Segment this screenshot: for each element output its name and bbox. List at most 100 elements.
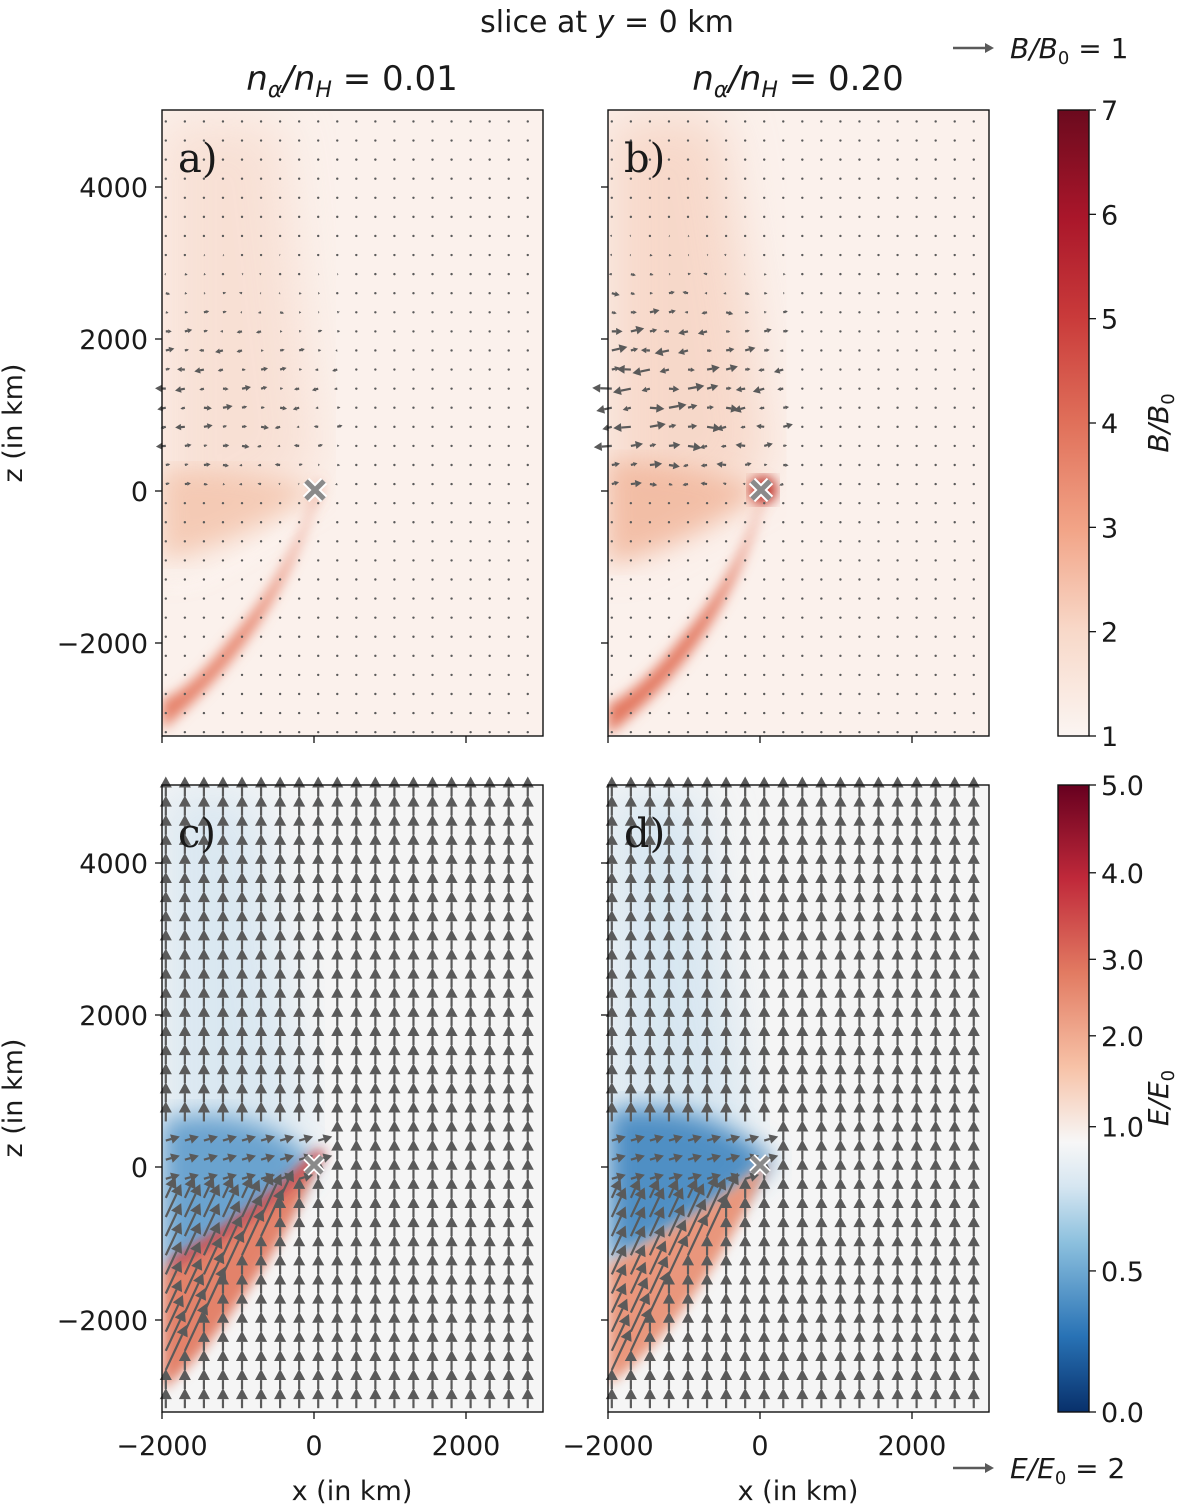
b-field-arrow bbox=[164, 616, 168, 619]
e-field-arrow bbox=[274, 1254, 287, 1275]
b-field-arrow bbox=[355, 196, 358, 199]
e-field-arrow bbox=[649, 1172, 664, 1182]
e-field-arrow bbox=[967, 910, 980, 931]
b-field-arrow bbox=[488, 540, 491, 543]
b-field-arrow bbox=[820, 158, 823, 161]
b-field-arrow bbox=[763, 673, 766, 677]
b-field-arrow bbox=[610, 139, 614, 142]
b-field-arrow bbox=[236, 330, 243, 334]
e-field-arrow bbox=[891, 1139, 904, 1160]
b-field-arrow bbox=[431, 692, 434, 696]
e-field-arrow bbox=[388, 814, 401, 835]
e-field-arrow bbox=[739, 1349, 752, 1370]
e-field-arrow bbox=[649, 1134, 664, 1144]
b-field-arrow bbox=[203, 292, 206, 295]
b-field-arrow bbox=[355, 616, 358, 619]
b-field-arrow bbox=[164, 540, 168, 543]
b-field-arrow bbox=[783, 273, 786, 276]
b-field-arrow bbox=[654, 347, 670, 357]
b-field-arrow bbox=[972, 540, 975, 543]
e-field-arrow bbox=[312, 1235, 325, 1256]
b-field-arrow bbox=[743, 253, 746, 257]
panel-a-ytick-label: 2000 bbox=[79, 325, 148, 356]
e-field-arrow bbox=[891, 833, 904, 854]
e-field-arrow bbox=[948, 1005, 961, 1026]
b-field-arrow bbox=[374, 730, 377, 734]
b-field-arrow bbox=[431, 501, 434, 505]
b-field-arrow bbox=[259, 730, 263, 734]
e-field-arrow bbox=[758, 948, 771, 969]
e-field-arrow bbox=[929, 795, 942, 816]
b-field-arrow bbox=[412, 349, 415, 352]
panel-c-ytick-label: 0 bbox=[131, 1153, 148, 1184]
e-field-arrow bbox=[967, 872, 980, 893]
e-field-arrow bbox=[815, 1349, 828, 1370]
e-field-arrow bbox=[739, 1044, 752, 1065]
e-field-arrow bbox=[605, 910, 618, 931]
e-field-arrow bbox=[739, 1330, 752, 1351]
b-field-arrow bbox=[374, 387, 377, 390]
b-field-arrow bbox=[972, 215, 975, 219]
b-field-arrow bbox=[333, 387, 338, 390]
b-field-arrow bbox=[630, 272, 636, 277]
e-field-arrow bbox=[967, 948, 980, 969]
b-field-arrow bbox=[469, 349, 472, 352]
e-field-arrow bbox=[967, 1139, 980, 1160]
b-field-arrow bbox=[393, 635, 396, 638]
e-field-arrow bbox=[610, 1329, 632, 1371]
e-field-arrow bbox=[777, 1369, 790, 1390]
e-field-arrow bbox=[369, 1349, 382, 1370]
b-field-arrow bbox=[972, 196, 975, 199]
e-field-arrow bbox=[681, 1024, 695, 1045]
e-field-arrow bbox=[293, 852, 306, 873]
panel-c-upstream-depletion bbox=[162, 790, 310, 1200]
b-field-arrow bbox=[877, 139, 880, 142]
e-field-arrow bbox=[426, 1254, 439, 1275]
b-field-arrow bbox=[317, 578, 320, 581]
b-field-arrow bbox=[705, 215, 709, 219]
b-field-arrow bbox=[259, 521, 263, 524]
b-field-arrow bbox=[972, 711, 975, 715]
b-field-arrow bbox=[953, 616, 956, 619]
b-field-arrow bbox=[877, 540, 880, 543]
e-field-arrow bbox=[834, 814, 847, 835]
b-field-arrow bbox=[686, 501, 690, 505]
e-field-arrow bbox=[521, 1311, 534, 1332]
e-field-arrow bbox=[686, 1178, 698, 1199]
b-field-arrow bbox=[686, 559, 690, 562]
e-field-arrow bbox=[681, 1311, 695, 1332]
b-field-arrow bbox=[820, 444, 823, 448]
e-field-arrow bbox=[388, 833, 401, 854]
e-field-arrow bbox=[407, 1158, 420, 1179]
b-field-arrow bbox=[202, 139, 206, 142]
panel-d-xtick-label: −2000 bbox=[562, 1431, 653, 1462]
e-field-arrow bbox=[662, 1005, 676, 1026]
e-field-arrow bbox=[815, 1369, 828, 1390]
b-field-arrow bbox=[820, 635, 823, 638]
e-field-arrow bbox=[483, 852, 496, 873]
b-field-arrow bbox=[431, 654, 434, 658]
e-field-arrow bbox=[464, 1273, 477, 1294]
e-field-arrow bbox=[483, 1158, 496, 1179]
b-field-arrow bbox=[629, 673, 633, 677]
b-field-arrow bbox=[839, 540, 842, 543]
b-field-arrow bbox=[317, 329, 323, 333]
e-field-arrow bbox=[681, 1101, 695, 1122]
b-field-arrow bbox=[744, 345, 756, 353]
e-field-arrow bbox=[929, 833, 942, 854]
e-field-arrow bbox=[164, 1295, 184, 1333]
b-field-arrow bbox=[488, 234, 491, 238]
e-field-arrow bbox=[834, 1254, 847, 1275]
b-field-arrow bbox=[317, 158, 320, 161]
b-field-arrow bbox=[896, 330, 899, 333]
b-field-arrow bbox=[934, 406, 937, 409]
b-field-arrow bbox=[629, 692, 633, 696]
b-field-arrow bbox=[165, 292, 171, 296]
e-field-arrow bbox=[407, 967, 420, 988]
e-field-arrow bbox=[164, 1309, 186, 1352]
e-field-arrow bbox=[648, 1206, 665, 1237]
e-field-arrow bbox=[891, 1216, 904, 1237]
e-field-arrow bbox=[872, 1177, 885, 1198]
e-field-arrow bbox=[274, 1216, 287, 1237]
e-field-arrow bbox=[643, 891, 656, 912]
